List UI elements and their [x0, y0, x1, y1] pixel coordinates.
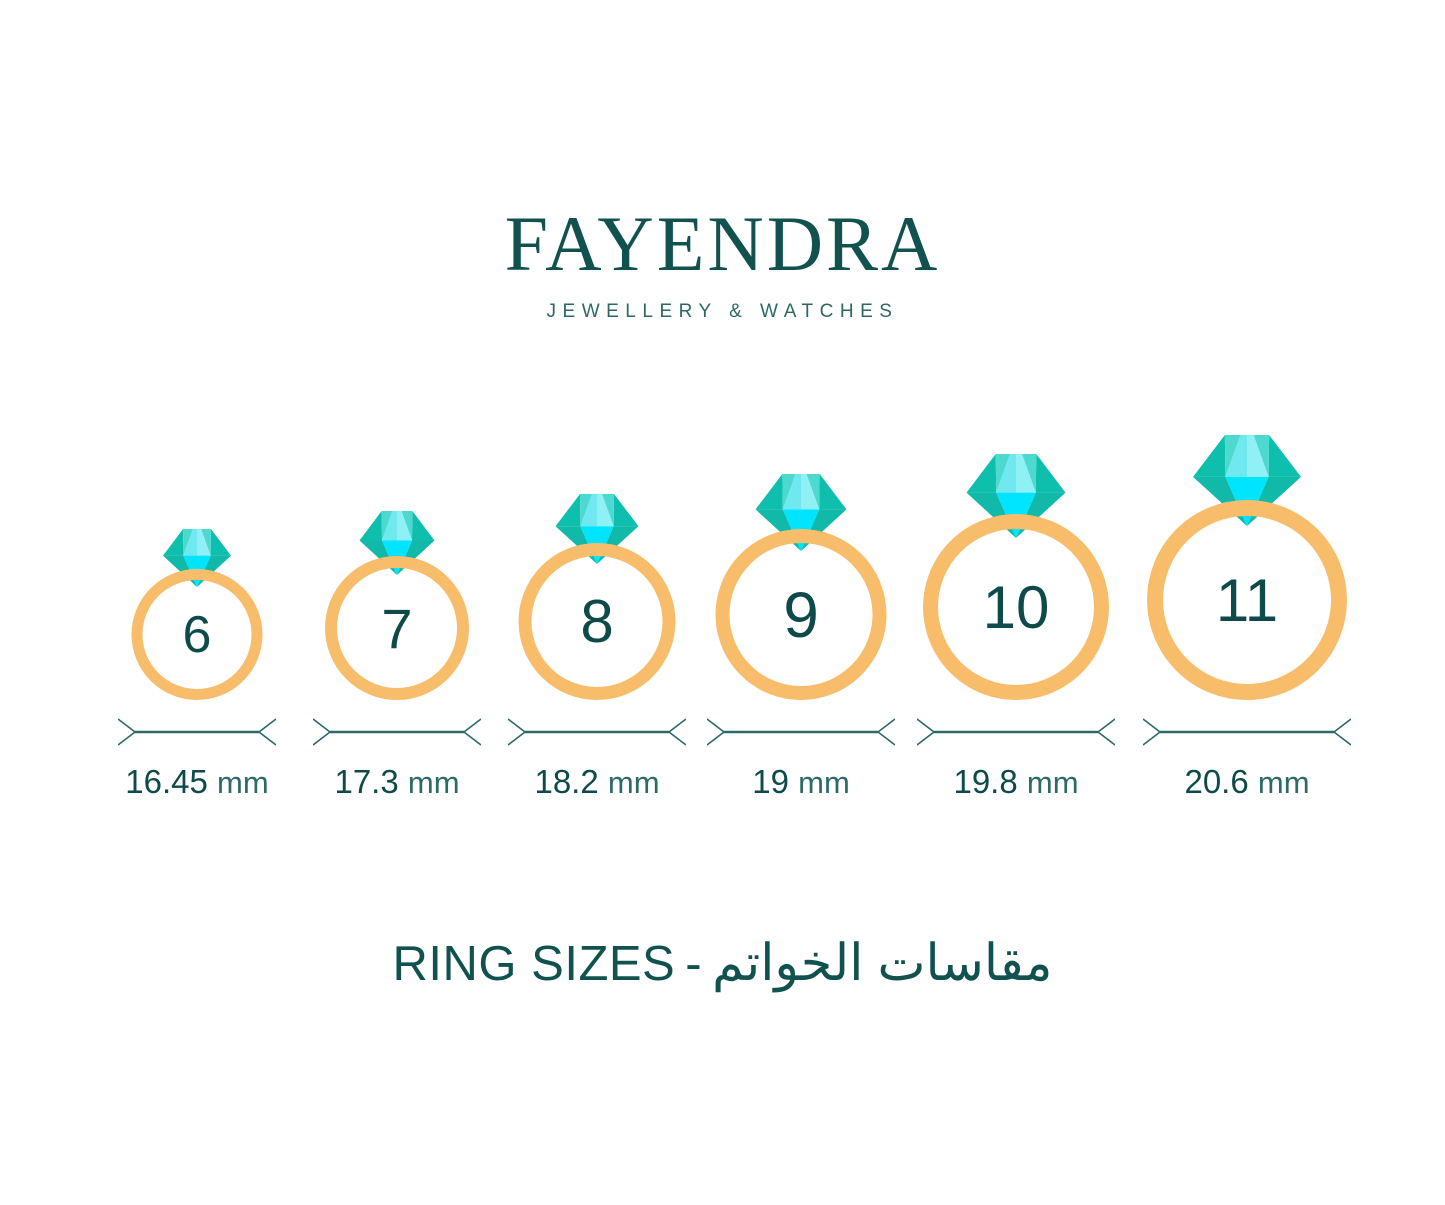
ring-diameter-value: 19: [752, 763, 789, 800]
ring-band: 10: [923, 514, 1109, 700]
ring-band: 11: [1147, 500, 1347, 700]
ring-size-number: 10: [982, 573, 1050, 641]
dimension-arrow-icon: [1143, 715, 1351, 749]
caption-arabic: مقاسات الخواتم: [712, 934, 1053, 991]
ring-size-number: 7: [381, 596, 413, 660]
ring-size-item[interactable]: 8 18.2 mm: [447, 0, 747, 1205]
ring-diameter-label: 19.8 mm: [953, 763, 1078, 801]
ring-diameter-value: 19.8: [953, 763, 1018, 800]
ring-size-item[interactable]: 11 20.6 mm: [1097, 0, 1397, 1205]
ring-band: 6: [131, 569, 263, 700]
ring-diameter-unit: mm: [798, 765, 850, 800]
ring-diameter-value: 17.3: [334, 763, 399, 800]
ring-diameter-unit: mm: [1026, 765, 1079, 800]
ring-diameter-value: 16.45: [125, 763, 208, 800]
dimension-arrow-icon: [917, 715, 1115, 749]
ring-band: 9: [715, 529, 887, 700]
caption-english: RING SIZES: [392, 937, 676, 991]
ring-diameter-label: 18.2 mm: [534, 763, 659, 801]
ring-size-item[interactable]: 6 16.45 mm: [47, 0, 347, 1205]
dimension-arrow-icon: [508, 715, 686, 749]
ring-size-item[interactable]: 9 19 mm: [651, 0, 951, 1205]
ring-diameter-label: 16.45 mm: [125, 763, 268, 801]
dimension-arrow-icon: [707, 715, 895, 749]
ring-diameter-unit: mm: [607, 765, 660, 800]
ring-diameter-label: 19 mm: [752, 763, 850, 801]
ring-diameter-value: 18.2: [534, 763, 599, 800]
brand-name: FAYENDRA: [504, 200, 941, 287]
ring-diameter-unit: mm: [1257, 765, 1310, 800]
ring-diameter-value: 20.6: [1184, 763, 1249, 800]
ring-size-item[interactable]: 10 19.8 mm: [866, 0, 1166, 1205]
ring-size-number: 9: [783, 578, 819, 651]
brand-logo: FAYENDRA JEWELLERY & WATCHES: [0, 205, 1445, 323]
ring-size-number: 8: [580, 588, 614, 655]
ring-size-number: 11: [1215, 566, 1279, 634]
ring-diameter-label: 20.6 mm: [1184, 763, 1309, 801]
dimension-arrow-icon: [118, 715, 276, 749]
caption-separator: -: [685, 937, 703, 991]
dimension-arrow-icon: [313, 715, 481, 749]
page-title: RING SIZES - مقاسات الخواتم: [0, 933, 1445, 993]
diamond-gem-icon: [555, 494, 639, 564]
ring-size-item[interactable]: 7 17.3 mm: [247, 0, 547, 1205]
ring-diameter-unit: mm: [407, 765, 460, 800]
ring-diameter-label: 17.3 mm: [334, 763, 459, 801]
brand-tagline: JEWELLERY & WATCHES: [546, 301, 899, 322]
ring-size-number: 6: [182, 605, 212, 664]
diamond-gem-icon: [966, 454, 1066, 538]
ring-diameter-unit: mm: [217, 765, 269, 800]
